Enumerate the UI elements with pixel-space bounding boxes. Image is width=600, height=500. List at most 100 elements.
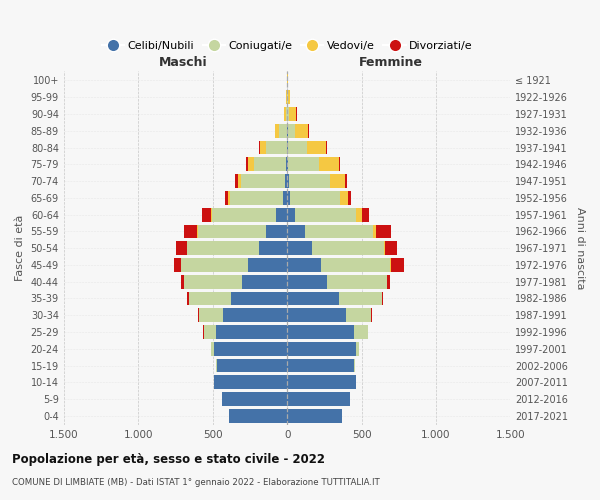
Bar: [305, 224, 373, 238]
Bar: [287, 358, 354, 372]
Bar: [217, 358, 287, 372]
Bar: [260, 140, 266, 154]
Bar: [235, 174, 238, 188]
Bar: [354, 358, 355, 372]
Bar: [308, 124, 309, 138]
Bar: [224, 191, 227, 204]
Bar: [287, 242, 313, 255]
Bar: [356, 208, 362, 222]
Bar: [371, 308, 372, 322]
Bar: [276, 208, 287, 222]
Bar: [288, 158, 319, 171]
Bar: [202, 208, 211, 222]
Bar: [295, 208, 356, 222]
Bar: [176, 242, 187, 255]
Bar: [248, 158, 254, 171]
Bar: [287, 90, 290, 104]
Bar: [287, 174, 289, 188]
Bar: [287, 275, 328, 288]
Bar: [322, 258, 390, 272]
Bar: [287, 258, 322, 272]
Bar: [287, 342, 356, 355]
Bar: [313, 242, 384, 255]
Bar: [215, 325, 287, 339]
Bar: [254, 158, 286, 171]
Bar: [204, 325, 215, 339]
Bar: [287, 308, 346, 322]
Bar: [326, 140, 328, 154]
Bar: [181, 275, 184, 288]
Bar: [287, 325, 354, 339]
Bar: [376, 224, 391, 238]
Bar: [328, 275, 387, 288]
Text: Femmine: Femmine: [359, 56, 424, 68]
Bar: [338, 158, 340, 171]
Bar: [331, 174, 345, 188]
Bar: [259, 242, 287, 255]
Bar: [287, 208, 295, 222]
Bar: [388, 275, 391, 288]
Bar: [287, 392, 350, 406]
Bar: [287, 292, 338, 306]
Text: Popolazione per età, sesso e stato civile - 2022: Popolazione per età, sesso e stato civil…: [12, 452, 325, 466]
Bar: [284, 107, 286, 121]
Bar: [283, 191, 287, 204]
Bar: [275, 124, 280, 138]
Bar: [241, 174, 286, 188]
Bar: [248, 258, 287, 272]
Bar: [212, 208, 276, 222]
Bar: [247, 158, 248, 171]
Bar: [349, 191, 352, 204]
Bar: [382, 292, 383, 306]
Text: COMUNE DI LIMBIATE (MB) - Dati ISTAT 1° gennaio 2022 - Elaborazione TUTTITALIA.I: COMUNE DI LIMBIATE (MB) - Dati ISTAT 1° …: [12, 478, 380, 487]
Bar: [356, 342, 359, 355]
Bar: [287, 158, 288, 171]
Bar: [187, 242, 259, 255]
Bar: [287, 376, 356, 389]
Bar: [287, 191, 290, 204]
Y-axis label: Anni di nascita: Anni di nascita: [575, 207, 585, 290]
Bar: [287, 140, 307, 154]
Bar: [187, 292, 189, 306]
Bar: [230, 191, 283, 204]
Bar: [211, 342, 214, 355]
Bar: [184, 275, 242, 288]
Bar: [184, 224, 197, 238]
Bar: [197, 224, 198, 238]
Bar: [384, 242, 385, 255]
Bar: [221, 392, 287, 406]
Bar: [373, 224, 376, 238]
Bar: [259, 140, 260, 154]
Bar: [238, 174, 241, 188]
Legend: Celibi/Nubili, Coniugati/e, Vedovi/e, Divorziati/e: Celibi/Nubili, Coniugati/e, Vedovi/e, Di…: [97, 36, 477, 55]
Bar: [199, 308, 223, 322]
Bar: [290, 191, 340, 204]
Bar: [173, 258, 181, 272]
Bar: [346, 308, 371, 322]
Bar: [287, 107, 289, 121]
Bar: [362, 208, 369, 222]
Bar: [289, 174, 331, 188]
Bar: [385, 242, 397, 255]
Bar: [280, 124, 287, 138]
Bar: [345, 174, 347, 188]
Text: Maschi: Maschi: [158, 56, 207, 68]
Bar: [286, 107, 287, 121]
Bar: [227, 191, 230, 204]
Bar: [266, 224, 287, 238]
Bar: [181, 258, 248, 272]
Bar: [242, 275, 287, 288]
Bar: [287, 409, 342, 423]
Bar: [266, 140, 287, 154]
Bar: [391, 258, 404, 272]
Bar: [198, 224, 266, 238]
Bar: [338, 292, 382, 306]
Bar: [287, 224, 305, 238]
Bar: [319, 158, 338, 171]
Bar: [286, 174, 287, 188]
Bar: [229, 409, 287, 423]
Bar: [286, 158, 287, 171]
Bar: [287, 124, 295, 138]
Bar: [214, 376, 287, 389]
Bar: [211, 208, 212, 222]
